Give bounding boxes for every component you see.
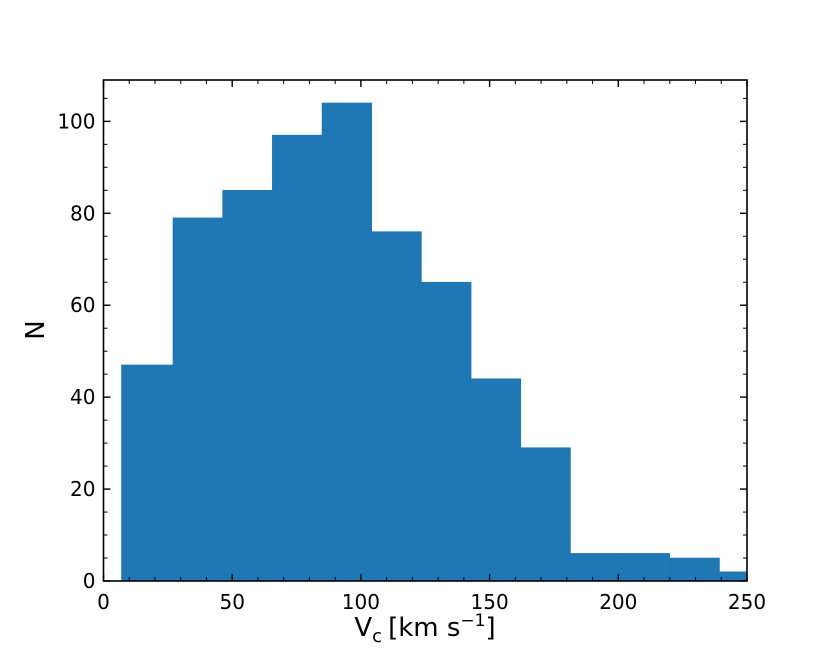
x-tick-label: 100 (342, 590, 380, 614)
x-tick-label: 200 (599, 590, 637, 614)
y-tick-label: 40 (70, 385, 95, 409)
ticks-group: 0 50 100 150 200 250 0 20 40 60 80 100 (57, 80, 766, 614)
histogram-bar (172, 217, 223, 582)
histogram-bar (222, 190, 273, 582)
histogram-bar (421, 281, 472, 582)
histogram-bar (272, 134, 323, 582)
plot-frame (102, 79, 748, 582)
y-tick-label: 60 (70, 293, 95, 317)
histogram-bar (719, 571, 748, 582)
histogram-bar (470, 378, 522, 582)
x-tick-label: 0 (97, 590, 110, 614)
x-tick-label: 150 (471, 590, 509, 614)
histogram-bar (669, 557, 720, 582)
histogram-bar (520, 447, 571, 582)
y-tick-label: 0 (83, 569, 96, 593)
x-tick-label: 50 (219, 590, 244, 614)
y-tick-label: 20 (70, 477, 95, 501)
histogram-bar (321, 102, 373, 582)
x-tick-label: 250 (728, 590, 766, 614)
histogram-bar (371, 231, 422, 582)
histogram-bar (121, 364, 174, 582)
histogram-bar (570, 553, 621, 582)
x-axis-label: Vc [km s−1] (354, 611, 495, 647)
y-tick-label: 100 (57, 109, 95, 133)
bars-group (121, 102, 748, 582)
y-axis-label: N (21, 320, 51, 339)
y-tick-label: 80 (70, 201, 95, 225)
histogram-bar (619, 553, 671, 582)
